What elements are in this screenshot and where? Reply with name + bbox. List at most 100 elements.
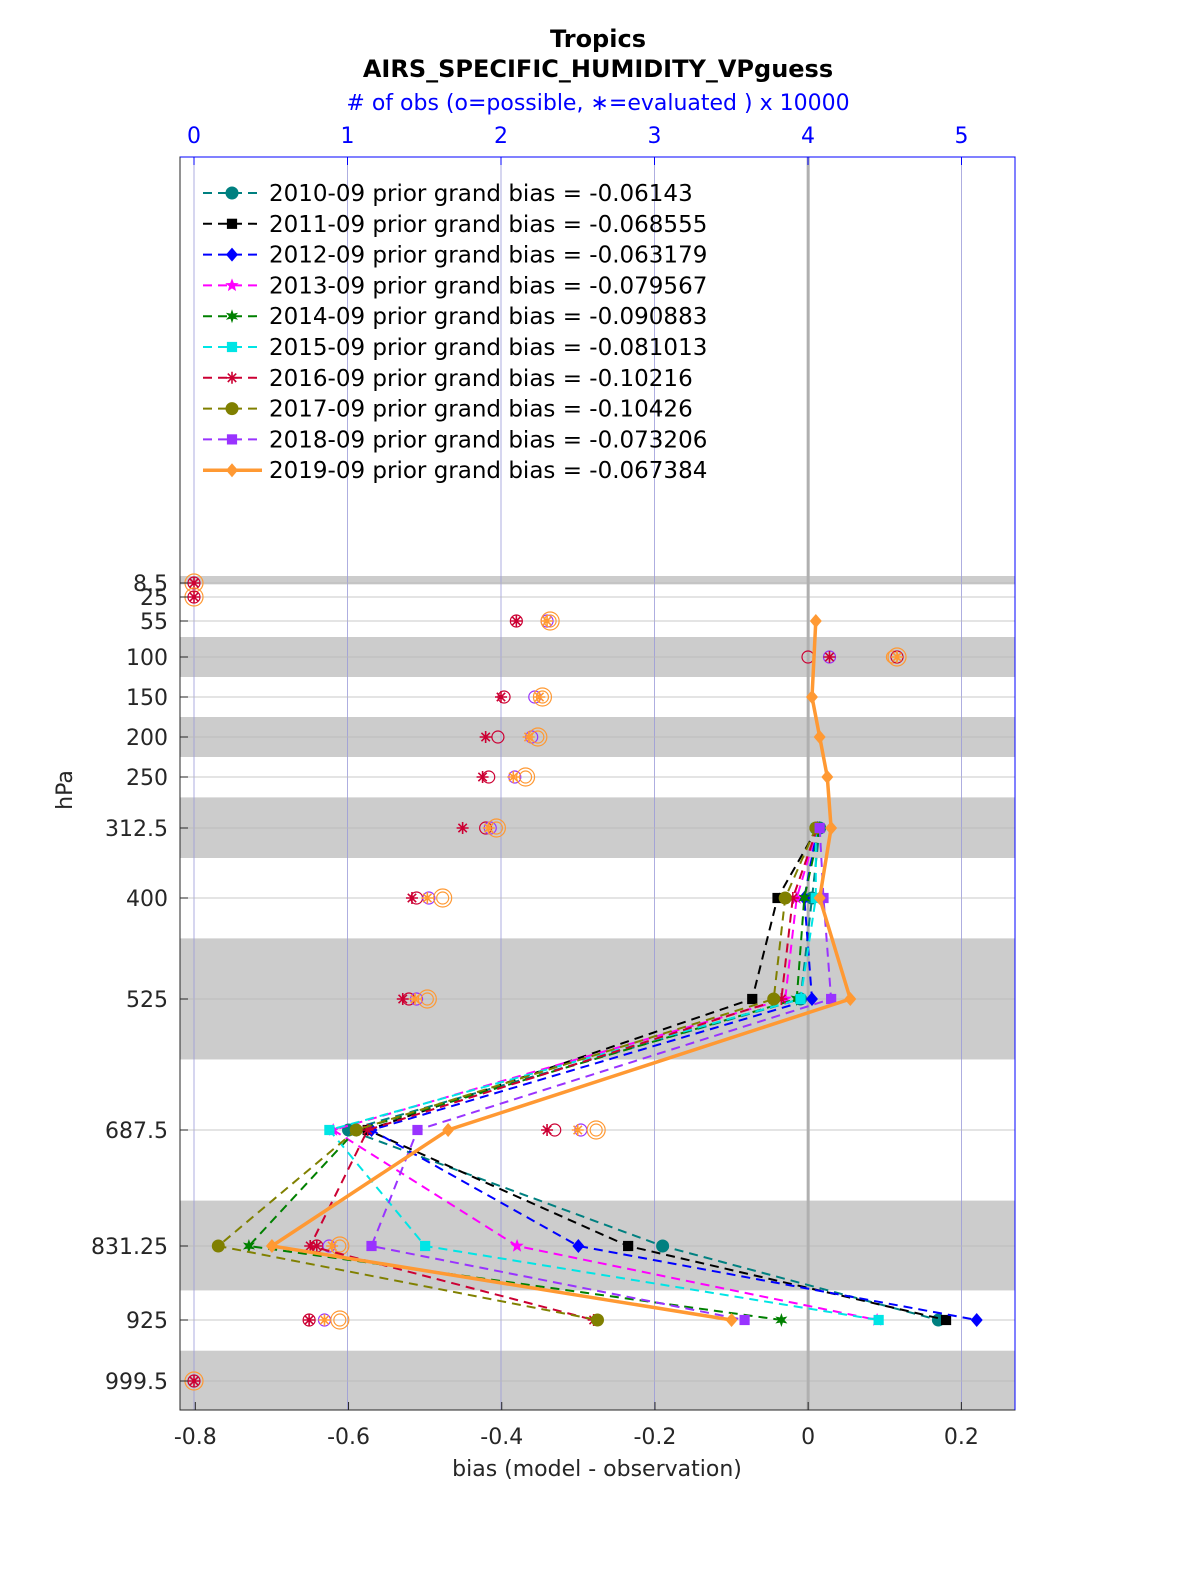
legend-entry: 2013-09 prior grand bias = -0.079567	[269, 273, 707, 299]
legend-marker	[226, 463, 238, 478]
y-tick-label: 25	[140, 586, 168, 611]
obs-evaluated-marker	[310, 1240, 323, 1252]
obs-evaluated-marker	[482, 822, 495, 834]
series-line	[368, 827, 977, 1321]
obs-evaluated-marker	[541, 1124, 554, 1136]
data-point	[805, 690, 818, 704]
legend-marker	[226, 247, 238, 262]
data-point	[739, 1314, 750, 1326]
series-line	[216, 827, 817, 1321]
grid	[180, 157, 1015, 1410]
data-point	[814, 822, 825, 834]
y-tick-label: 400	[126, 887, 168, 912]
series-line	[327, 828, 879, 1321]
obs-evaluated-marker	[318, 1314, 331, 1326]
obs-possible-marker	[586, 1120, 606, 1140]
data-point	[809, 614, 822, 628]
data-point	[805, 992, 818, 1006]
legend-marker	[226, 341, 238, 353]
data-point	[747, 993, 758, 1005]
data-point	[656, 1239, 670, 1253]
top-tick-label: 4	[801, 124, 815, 149]
legend-entry: 2014-09 prior grand bias = -0.090883	[269, 304, 707, 330]
top-tick-label: 2	[494, 124, 508, 149]
obs-evaluated-marker	[479, 731, 492, 743]
obs-evaluated-marker	[533, 691, 546, 703]
obs-evaluated-marker	[891, 651, 904, 663]
data-point	[591, 1313, 604, 1327]
legend-marker	[226, 218, 238, 229]
data-point	[304, 1240, 317, 1252]
x-ticks: -0.8 -0.6 -0.4 -0.2 0 0.2	[174, 1402, 979, 1450]
shaded-band	[180, 1350, 1015, 1410]
data-point	[786, 892, 799, 904]
legend-entry: 2010-09 prior grand bias = -0.06143	[269, 181, 693, 207]
obs-evaluated-marker	[326, 1240, 339, 1252]
data-point	[798, 891, 811, 905]
obs-possible-marker	[420, 992, 434, 1006]
obs-evaluated-marker	[456, 822, 469, 834]
y-tick-label: 999.5	[105, 1370, 168, 1395]
obs-evaluated-marker	[421, 892, 434, 904]
legend-marker	[225, 278, 239, 292]
top-tick-label: 5	[955, 124, 969, 149]
obs-evaluated-marker	[507, 771, 520, 783]
obs-evaluated-marker	[188, 591, 200, 603]
legend-entry: 2017-09 prior grand bias = -0.10426	[269, 397, 693, 423]
obs-evaluated-marker	[823, 651, 836, 663]
obs-evaluated-marker	[396, 993, 409, 1005]
data-point	[825, 821, 838, 835]
obs-possible-marker	[518, 770, 533, 784]
data-point	[211, 1239, 225, 1253]
top-tick-label: 1	[341, 124, 355, 149]
shaded-bands	[180, 576, 1015, 1410]
data-point	[412, 1124, 423, 1136]
legend-entry: 2011-09 prior grand bias = -0.068555	[269, 212, 707, 238]
y-tick-label: 55	[140, 610, 168, 635]
series-line	[267, 620, 853, 1322]
legend-entry: 2019-09 prior grand bias = -0.067384	[269, 458, 707, 484]
obs-evaluated-marker	[495, 691, 507, 703]
obs-possible-marker	[433, 888, 453, 908]
data-point	[623, 1240, 634, 1252]
legend-entry: 2018-09 prior grand bias = -0.073206	[269, 427, 707, 453]
chart-title: Tropics	[550, 25, 646, 53]
data-point	[242, 1239, 255, 1253]
y-tick-label: 687.5	[105, 1119, 168, 1144]
legend-marker	[226, 434, 238, 445]
series-line	[364, 827, 947, 1321]
x-tick-label: 0	[801, 1425, 815, 1450]
obs-evaluated-marker	[571, 1124, 584, 1136]
data-point	[366, 1240, 377, 1252]
legend: 2010-09 prior grand bias = -0.06143 2011-…	[203, 181, 707, 484]
top-tick-label: 0	[187, 124, 201, 149]
obs-possible-marker	[333, 1313, 347, 1327]
top-tick-label: 3	[648, 124, 662, 149]
x-tick-label: 0.2	[944, 1425, 979, 1450]
data-point	[821, 770, 834, 784]
obs-evaluated-marker	[409, 993, 422, 1005]
series-lines	[211, 614, 983, 1327]
legend-marker	[225, 309, 239, 324]
y-tick-label: 200	[126, 726, 168, 751]
data-point	[772, 892, 783, 904]
y-axis-label: hPa	[53, 770, 78, 810]
obs-possible-marker	[436, 891, 450, 905]
y-tick-label: 8.5	[133, 572, 168, 597]
data-point	[813, 891, 826, 905]
chart-subtitle: AIRS_SPECIFIC_HUMIDITY_VPguess	[363, 55, 833, 83]
legend-marker	[226, 371, 238, 384]
data-point	[767, 992, 781, 1006]
data-point	[349, 1123, 363, 1137]
data-point	[725, 1313, 738, 1327]
data-point	[361, 1124, 374, 1136]
x-axis-label: bias (model - observation)	[452, 1457, 742, 1482]
obs-evaluated-marker	[303, 1314, 316, 1326]
obs-evaluated-marker	[510, 615, 523, 627]
data-point	[844, 992, 857, 1006]
data-point	[795, 993, 806, 1005]
x-tick-label: -0.4	[480, 1425, 523, 1450]
